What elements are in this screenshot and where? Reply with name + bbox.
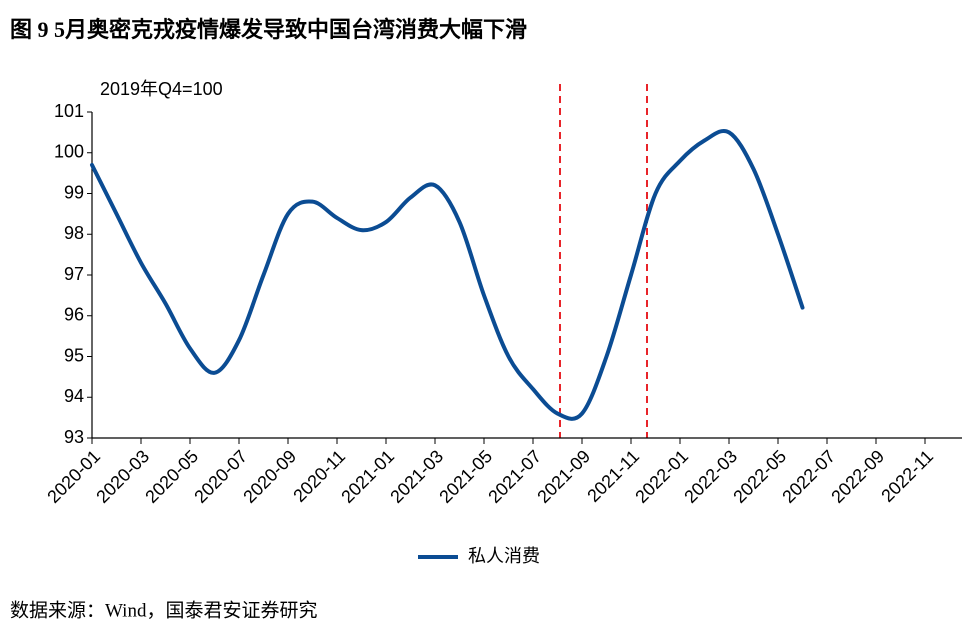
legend-label: 私人消费 bbox=[468, 546, 540, 566]
line-series bbox=[90, 128, 805, 421]
y-tick-label: 101 bbox=[54, 101, 84, 121]
x-tick-label: 2020-03 bbox=[92, 446, 153, 507]
x-tick-label: 2021-01 bbox=[337, 446, 398, 507]
y-tick-label: 93 bbox=[64, 427, 84, 447]
x-tick-label: 2022-07 bbox=[778, 446, 839, 507]
y-tick-label: 97 bbox=[64, 264, 84, 284]
x-tick-label: 2020-01 bbox=[43, 446, 104, 507]
x-tick-label: 2021-03 bbox=[386, 446, 447, 507]
x-tick-label: 2020-05 bbox=[141, 446, 202, 507]
y-tick-label: 96 bbox=[64, 305, 84, 325]
x-tick-label: 2022-11 bbox=[877, 446, 937, 506]
y-tick-label: 95 bbox=[64, 345, 84, 365]
y-tick-label: 94 bbox=[64, 386, 84, 406]
y-tick-label: 100 bbox=[54, 142, 84, 162]
source: 数据来源：Wind，国泰君安证券研究 bbox=[10, 599, 317, 621]
x-tick-label: 2022-09 bbox=[827, 446, 888, 507]
x-tick-label: 2022-01 bbox=[631, 446, 692, 507]
x-tick-label: 2021-09 bbox=[533, 446, 594, 507]
x-tick-label: 2021-07 bbox=[484, 446, 545, 507]
x-tick-label: 2022-03 bbox=[680, 446, 741, 507]
unit-label: 2019年Q4=100 bbox=[100, 79, 223, 99]
chart-title: 图 9 5月奥密克戎疫情爆发导致中国台湾消费大幅下滑 bbox=[10, 17, 527, 42]
x-tick-label: 2020-09 bbox=[239, 446, 300, 507]
y-tick-label: 98 bbox=[64, 223, 84, 243]
y-tick-label: 99 bbox=[64, 182, 84, 202]
x-tick-label: 2020-07 bbox=[190, 446, 251, 507]
x-tick-label: 2021-05 bbox=[435, 446, 496, 507]
x-tick-label: 2022-05 bbox=[729, 446, 790, 507]
